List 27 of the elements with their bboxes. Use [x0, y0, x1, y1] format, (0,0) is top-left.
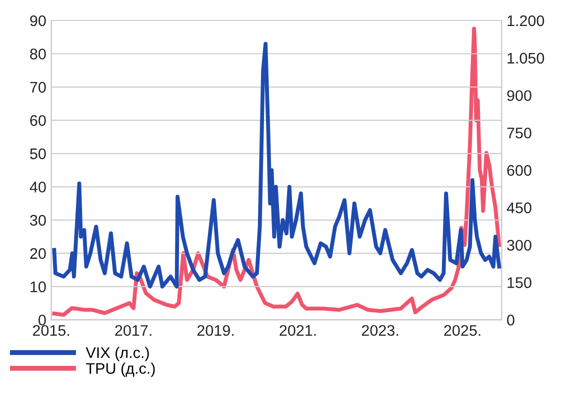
x-tick-label: 2023.: [362, 325, 398, 336]
y2-tick-label: 450: [506, 202, 532, 214]
y2-tick-label: 300: [507, 240, 532, 251]
legend-label: VIX (л.с.): [86, 346, 149, 362]
y-tick-label: 40: [30, 182, 46, 192]
x-tick-label: 2017.: [115, 325, 152, 336]
y2-tick-label: 900: [507, 90, 532, 102]
y-tick-label: 60: [30, 115, 46, 126]
y2-tick-label: 0: [507, 314, 514, 326]
y2-tick-label: 600: [507, 165, 532, 176]
y2-tick-label: 1.200: [508, 15, 544, 26]
x-tick-label: 2015.: [32, 325, 70, 336]
y-tick-label: 30: [30, 214, 46, 226]
y-tick-label: 10: [30, 281, 46, 292]
y-tick-label: 70: [30, 82, 46, 93]
legend-label: TPU (д.с.): [86, 362, 155, 377]
y-tick-label: 20: [30, 248, 46, 259]
y-tick-label: 90: [30, 15, 46, 26]
x-tick-label: 2019.: [197, 325, 234, 336]
x-tick-label: 2021.: [280, 325, 316, 336]
y2-tick-label: 750: [507, 128, 532, 138]
y-tick-label: 0: [38, 314, 46, 326]
y-tick-label: 80: [30, 48, 46, 60]
y-tick-label: 50: [30, 148, 46, 160]
y2-tick-label: 150: [508, 277, 532, 288]
x-tick-label: 2025.: [444, 325, 480, 336]
y2-tick-label: 1.050: [508, 52, 544, 64]
